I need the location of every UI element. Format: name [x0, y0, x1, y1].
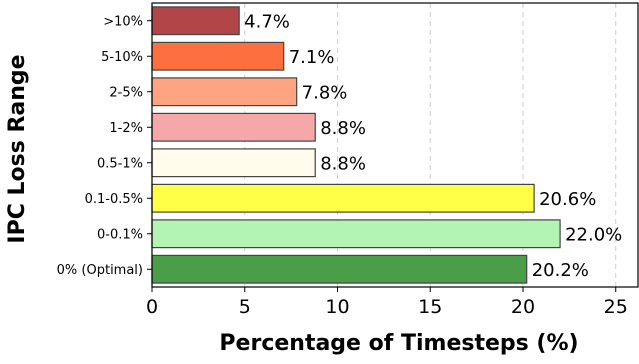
y-tick-label-4: 1-2% — [109, 121, 143, 136]
y-tick-label-7: >10% — [103, 14, 143, 29]
x-tick-label-0: 0 — [146, 296, 158, 318]
bars — [151, 6, 561, 284]
bar-5 — [151, 77, 298, 107]
y-tick-label-6: 5-10% — [101, 50, 143, 65]
value-labels: 20.2% 22.0% 20.6% 8.8% 8.8% 7.8% 7.1% 4.7% — [244, 11, 622, 281]
bar-1 — [151, 219, 561, 249]
bar-3 — [151, 148, 316, 178]
value-label-4: 8.8% — [320, 118, 366, 139]
x-axis-ticks: 0 5 10 15 20 25 — [146, 287, 628, 318]
x-tick-label-1: 5 — [239, 296, 251, 318]
value-label-5: 7.8% — [302, 82, 348, 103]
value-label-2: 20.6% — [539, 189, 596, 210]
x-tick-label-4: 20 — [511, 296, 535, 318]
y-tick-label-0: 0% (Optimal) — [57, 263, 143, 278]
bar-2 — [151, 183, 535, 213]
value-label-0: 20.2% — [532, 260, 589, 281]
y-axis-ticks: 0% (Optimal) 0-0.1% 0.1-0.5% 0.5-1% 1-2% 2-5%… — [57, 14, 152, 278]
bar-0 — [151, 254, 528, 284]
x-tick-label-2: 10 — [325, 296, 349, 318]
value-label-3: 8.8% — [320, 153, 366, 174]
y-axis-label: IPC Loss Range — [5, 54, 30, 243]
value-label-7: 4.7% — [244, 11, 290, 32]
x-axis-label: Percentage of Timesteps (%) — [219, 331, 578, 356]
y-tick-label-2: 0.1-0.5% — [85, 192, 143, 207]
y-tick-label-3: 0.5-1% — [97, 156, 143, 171]
y-tick-label-1: 0-0.1% — [97, 227, 143, 242]
bar-4 — [151, 112, 316, 142]
bar-7 — [151, 6, 240, 36]
x-tick-label-3: 15 — [418, 296, 442, 318]
value-label-6: 7.1% — [289, 47, 335, 68]
plot-frame — [151, 2, 639, 288]
value-label-1: 22.0% — [565, 224, 622, 245]
x-tick-label-5: 25 — [604, 296, 628, 318]
y-tick-label-5: 2-5% — [109, 85, 143, 100]
bar-6 — [151, 41, 285, 71]
